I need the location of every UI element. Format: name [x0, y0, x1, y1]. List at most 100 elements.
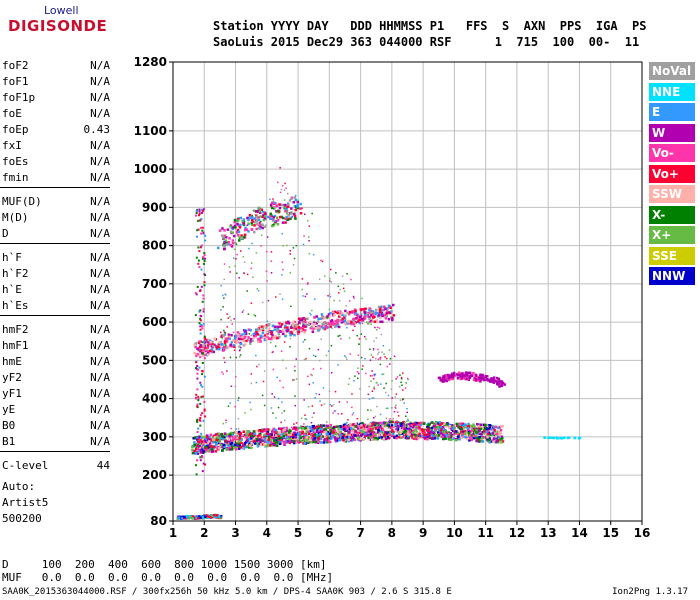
echo-point [407, 425, 411, 428]
echo-point [258, 209, 262, 213]
echo-point [344, 435, 348, 438]
echo-point [250, 437, 253, 440]
echo-point [196, 403, 199, 406]
echo-point [253, 217, 256, 220]
echo-point [202, 297, 205, 300]
echo-point [501, 440, 505, 443]
echo-point [303, 423, 305, 425]
echo-point [266, 215, 270, 219]
echo-point [233, 431, 236, 434]
echo-point [330, 344, 333, 347]
echo-point [304, 414, 306, 416]
echo-point [492, 437, 496, 440]
echo-point [260, 224, 263, 227]
echo-point [379, 423, 382, 427]
echo-point [186, 516, 189, 519]
legend-item-w: W [649, 123, 695, 142]
echo-point [409, 433, 413, 436]
x-tick-label: 14 [571, 526, 588, 540]
echo-point [204, 450, 207, 453]
echo-point [258, 433, 261, 437]
param-name: foEp [2, 123, 29, 136]
echo-point [380, 333, 383, 336]
echo-point [476, 423, 479, 426]
echo-point [371, 320, 374, 322]
param-row-fof1: foF1 N/A [2, 74, 110, 90]
echo-point [317, 317, 320, 321]
echo-point [329, 428, 332, 432]
echo-point [312, 253, 315, 256]
echo-point [346, 401, 348, 403]
echo-point [304, 295, 307, 298]
echo-point [342, 426, 345, 429]
echo-point [490, 428, 493, 431]
echo-point [206, 444, 209, 447]
echo-point [226, 326, 228, 328]
echo-point [250, 223, 254, 226]
param-row-foes: foEs N/A [2, 154, 110, 170]
echo-point [214, 436, 217, 439]
echo-point [479, 437, 482, 440]
echo-point [210, 448, 214, 451]
echo-point [202, 462, 205, 465]
echo-point [468, 432, 471, 435]
echo-point [222, 348, 226, 352]
echo-point [364, 307, 367, 310]
echo-point [481, 440, 485, 443]
echo-point [472, 434, 476, 438]
echo-point [466, 427, 469, 430]
echo-point [223, 247, 226, 251]
echo-point [262, 439, 265, 443]
echo-point [379, 413, 382, 416]
echo-point [365, 372, 367, 375]
echo-point [323, 435, 327, 438]
echo-point [380, 436, 383, 439]
echo-point [369, 375, 372, 377]
echo-point [322, 441, 326, 444]
echo-point [235, 243, 238, 246]
echo-point [420, 428, 424, 431]
echo-point [377, 422, 380, 425]
echo-point [459, 377, 462, 381]
echo-point [338, 438, 341, 442]
echo-point [273, 335, 277, 338]
echo-point [266, 430, 270, 433]
echo-point [232, 234, 236, 238]
echo-point [275, 296, 277, 298]
echo-point [358, 318, 362, 322]
footer-file-info: SAA0K_2015363044000.RSF / 300fx256h 50 k… [2, 587, 452, 597]
echo-point [309, 428, 313, 431]
echo-point [356, 334, 358, 337]
echo-point [270, 337, 273, 341]
echo-point [358, 372, 360, 375]
echo-point [388, 421, 391, 424]
echo-point [395, 421, 399, 425]
echo-point [218, 346, 221, 349]
echo-point [415, 422, 418, 425]
echo-point [213, 337, 216, 340]
echo-point [231, 323, 233, 325]
echo-point [470, 424, 473, 428]
echo-point [443, 375, 446, 378]
echo-point [199, 424, 202, 427]
param-value: 0.43 [83, 123, 111, 136]
echo-point [381, 314, 384, 317]
echo-point [312, 354, 315, 357]
echo-point [329, 280, 331, 282]
echo-point [320, 426, 323, 429]
echo-point [276, 218, 280, 222]
param-value: N/A [90, 355, 110, 368]
echo-point [191, 448, 194, 451]
echo-point [353, 438, 357, 441]
echo-point [461, 376, 464, 379]
echo-point [283, 410, 286, 412]
echo-point [289, 217, 292, 220]
echo-point [495, 432, 499, 436]
echo-point [198, 444, 201, 447]
echo-point [261, 394, 264, 397]
echo-point [338, 313, 342, 316]
echo-point [225, 236, 228, 239]
echo-point [220, 343, 223, 346]
echo-point [200, 432, 203, 435]
echo-point [401, 432, 404, 435]
